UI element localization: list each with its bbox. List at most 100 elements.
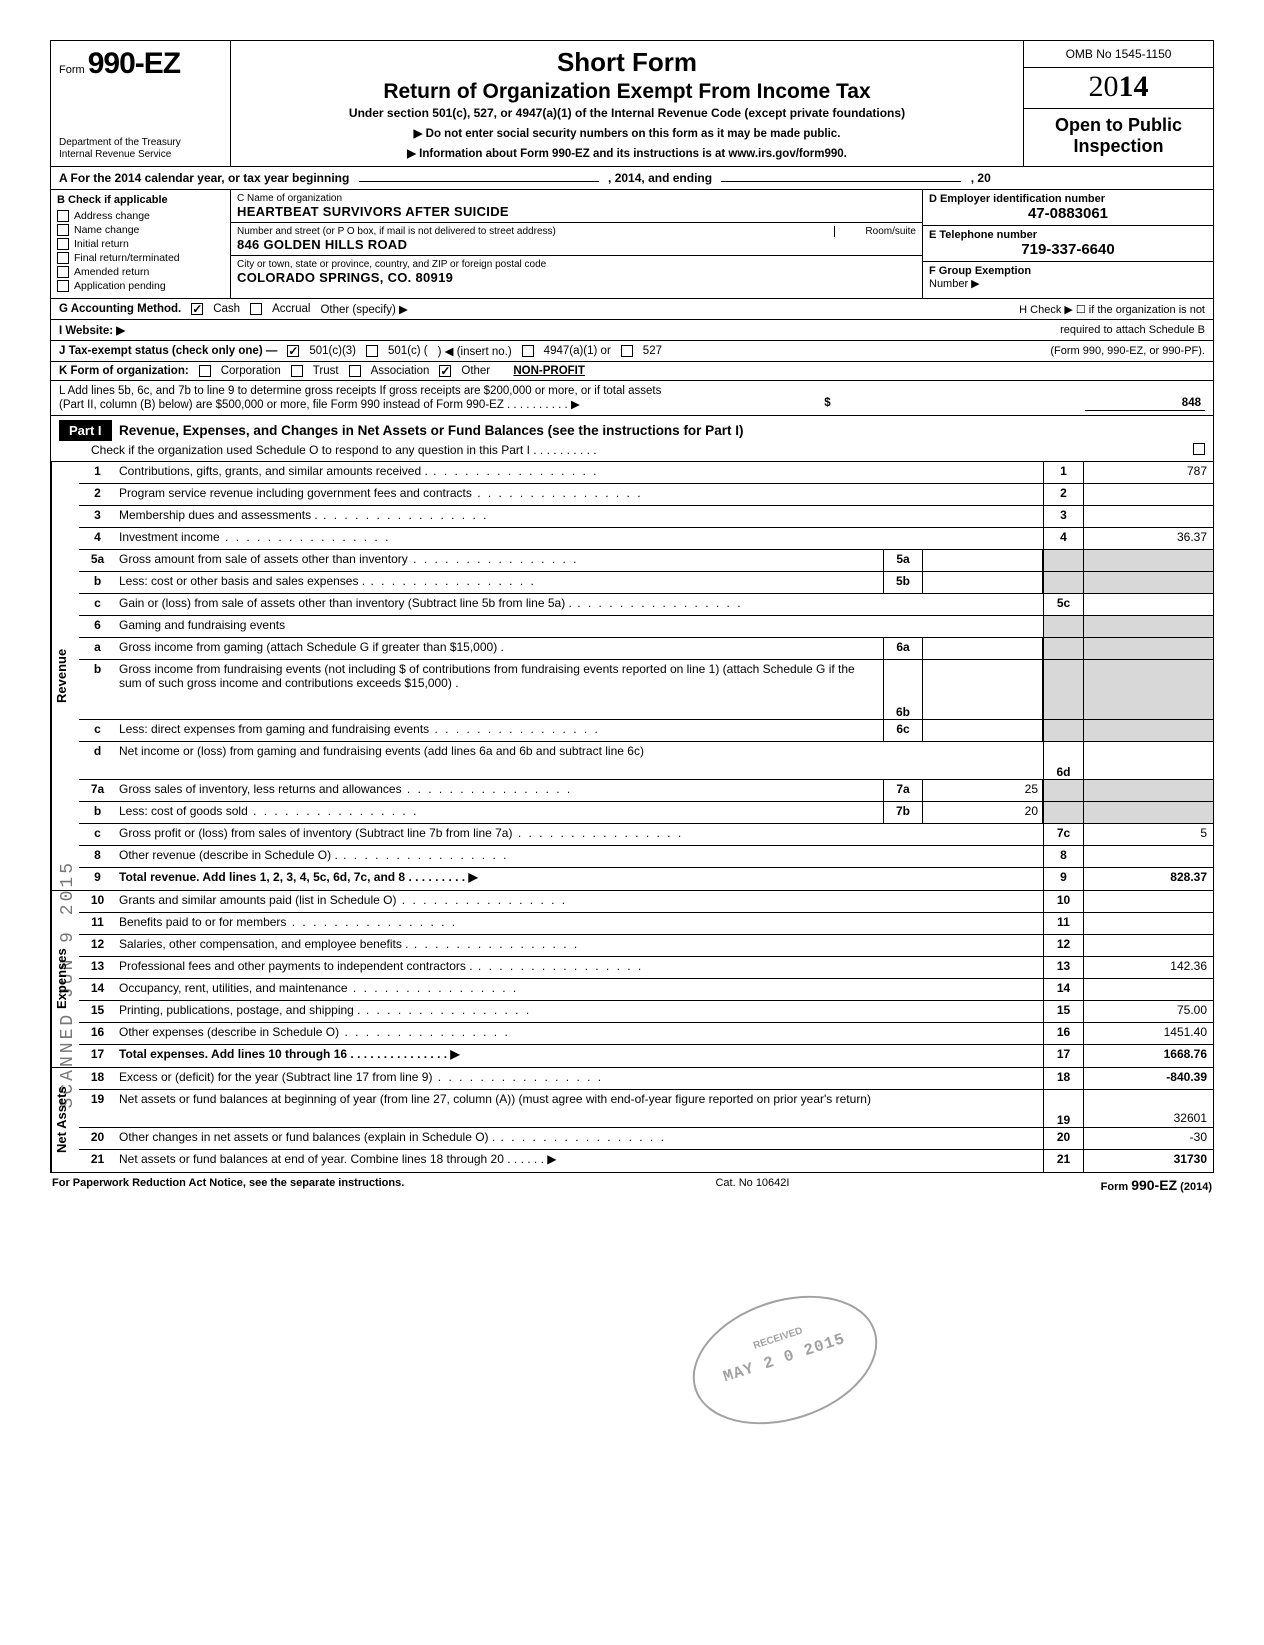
footer-center: Cat. No 10642I <box>715 1177 789 1193</box>
lt-text: Total expenses. Add lines 10 through 16 <box>119 1047 347 1061</box>
lrv-shade <box>1083 638 1213 659</box>
chk-corp[interactable] <box>199 365 211 377</box>
ln: 17 <box>79 1045 117 1067</box>
lbl-addr-text: Number and street (or P O box, if mail i… <box>237 226 556 237</box>
chk-accrual[interactable] <box>250 303 262 315</box>
lrv: 1451.40 <box>1083 1023 1213 1044</box>
lmn: 5b <box>883 572 923 593</box>
ein-value: 47-0883061 <box>929 205 1207 222</box>
j-insert: ) ◀ (insert no.) <box>438 344 512 358</box>
netassets-lines: 18Excess or (deficit) for the year (Subt… <box>79 1068 1213 1172</box>
lmv <box>923 572 1043 593</box>
cell-d-ein: D Employer identification number 47-0883… <box>923 190 1213 226</box>
checkbox-icon[interactable] <box>57 210 69 222</box>
lrn: 20 <box>1043 1128 1083 1149</box>
page-footer: For Paperwork Reduction Act Notice, see … <box>50 1173 1214 1197</box>
arrow-line-2: ▶ Information about Form 990-EZ and its … <box>241 146 1013 160</box>
k-corp: Corporation <box>221 365 281 377</box>
subtitle: Under section 501(c), 527, or 4947(a)(1)… <box>241 106 1013 120</box>
footer-left: For Paperwork Reduction Act Notice, see … <box>52 1177 404 1193</box>
checkbox-icon[interactable] <box>57 238 69 250</box>
checkbox-icon[interactable] <box>57 224 69 236</box>
lt-text: Net assets or fund balances at end of ye… <box>119 1152 504 1166</box>
open-line1: Open to Public <box>1024 115 1213 136</box>
lt: Gaming and fundraising events <box>117 616 1043 637</box>
line-19: 19Net assets or fund balances at beginni… <box>79 1090 1213 1128</box>
rowA-blank1[interactable] <box>359 181 599 182</box>
chk-assoc[interactable] <box>349 365 361 377</box>
netassets-section: Net Assets 18Excess or (deficit) for the… <box>50 1068 1214 1173</box>
lrn-shade <box>1043 780 1083 801</box>
lrn: 9 <box>1043 868 1083 890</box>
org-name: HEARTBEAT SURVIVORS AFTER SUICIDE <box>237 204 916 219</box>
chk-amended-return[interactable]: Amended return <box>57 266 224 278</box>
lmv: 25 <box>923 780 1043 801</box>
lrn-shade <box>1043 550 1083 571</box>
chk-schedule-o[interactable] <box>1193 443 1205 455</box>
lrv: 5 <box>1083 824 1213 845</box>
cell-city: City or town, state or province, country… <box>231 256 922 288</box>
checkbox-icon[interactable] <box>57 252 69 264</box>
lrv-shade <box>1083 550 1213 571</box>
lrn: 8 <box>1043 846 1083 867</box>
lt: Professional fees and other payments to … <box>117 957 1043 978</box>
lmn: 6c <box>883 720 923 741</box>
line-21: 21 Net assets or fund balances at end of … <box>79 1150 1213 1172</box>
chk-trust[interactable] <box>291 365 303 377</box>
line-12: 12Salaries, other compensation, and empl… <box>79 935 1213 957</box>
ln: 13 <box>79 957 117 978</box>
line-6d: dNet income or (loss) from gaming and fu… <box>79 742 1213 780</box>
dept-line2: Internal Revenue Service <box>59 149 222 161</box>
lrn: 6d <box>1043 742 1083 779</box>
title-return: Return of Organization Exempt From Incom… <box>241 80 1013 104</box>
cell-orgname: C Name of organization HEARTBEAT SURVIVO… <box>231 190 922 223</box>
lrn: 15 <box>1043 1001 1083 1022</box>
part1-sub-text: Check if the organization used Schedule … <box>91 443 597 457</box>
line-4: 4Investment income436.37 <box>79 528 1213 550</box>
line-11: 11Benefits paid to or for members11 <box>79 913 1213 935</box>
chk-527[interactable] <box>621 345 633 357</box>
lt: Printing, publications, postage, and shi… <box>117 1001 1043 1022</box>
row-a-tax-year: A For the 2014 calendar year, or tax yea… <box>50 167 1214 190</box>
lbl-city: City or town, state or province, country… <box>237 259 916 270</box>
chk-final-return[interactable]: Final return/terminated <box>57 252 224 264</box>
rowA-blank2[interactable] <box>721 181 961 182</box>
chk-cash[interactable] <box>191 303 203 315</box>
chk-501c3[interactable] <box>287 345 299 357</box>
checkbox-icon[interactable] <box>57 280 69 292</box>
chk-501c[interactable] <box>366 345 378 357</box>
lt: Contributions, gifts, grants, and simila… <box>117 462 1043 483</box>
lrn: 19 <box>1043 1090 1083 1127</box>
col-c-org: C Name of organization HEARTBEAT SURVIVO… <box>231 190 923 298</box>
chk-initial-return[interactable]: Initial return <box>57 238 224 250</box>
lrn-shade <box>1043 802 1083 823</box>
chk-address-change[interactable]: Address change <box>57 210 224 222</box>
lrv: 31730 <box>1083 1150 1213 1172</box>
ln: d <box>79 742 117 779</box>
lt: Total revenue. Add lines 1, 2, 3, 4, 5c,… <box>117 868 1043 890</box>
line-2: 2Program service revenue including gover… <box>79 484 1213 506</box>
header-middle: Short Form Return of Organization Exempt… <box>231 41 1023 166</box>
chk-other[interactable] <box>439 365 451 377</box>
form-990ez-page: SCANNED JUN 9 2015 Form 990-EZ Departmen… <box>50 40 1214 1197</box>
lt: Other expenses (describe in Schedule O) <box>117 1023 1043 1044</box>
checkbox-icon[interactable] <box>57 266 69 278</box>
lrv <box>1083 913 1213 934</box>
ln: 4 <box>79 528 117 549</box>
j-527: 527 <box>643 345 662 357</box>
lrv: -30 <box>1083 1128 1213 1149</box>
lrn: 21 <box>1043 1150 1083 1172</box>
chk-label: Initial return <box>74 238 129 250</box>
lt: Other revenue (describe in Schedule O) . <box>117 846 1043 867</box>
footer-right-form: 990-EZ <box>1131 1177 1177 1193</box>
chk-4947[interactable] <box>522 345 534 357</box>
chk-application-pending[interactable]: Application pending <box>57 280 224 292</box>
footer-right: Form 990-EZ (2014) <box>1101 1177 1212 1193</box>
row-i-website: I Website: ▶ required to attach Schedule… <box>50 320 1214 341</box>
lrv <box>1083 979 1213 1000</box>
header-right: OMB No 1545-1150 2014 Open to Public Ins… <box>1023 41 1213 166</box>
chk-name-change[interactable]: Name change <box>57 224 224 236</box>
ln: 5a <box>79 550 117 571</box>
lrv-shade <box>1083 802 1213 823</box>
lt: Membership dues and assessments . <box>117 506 1043 527</box>
